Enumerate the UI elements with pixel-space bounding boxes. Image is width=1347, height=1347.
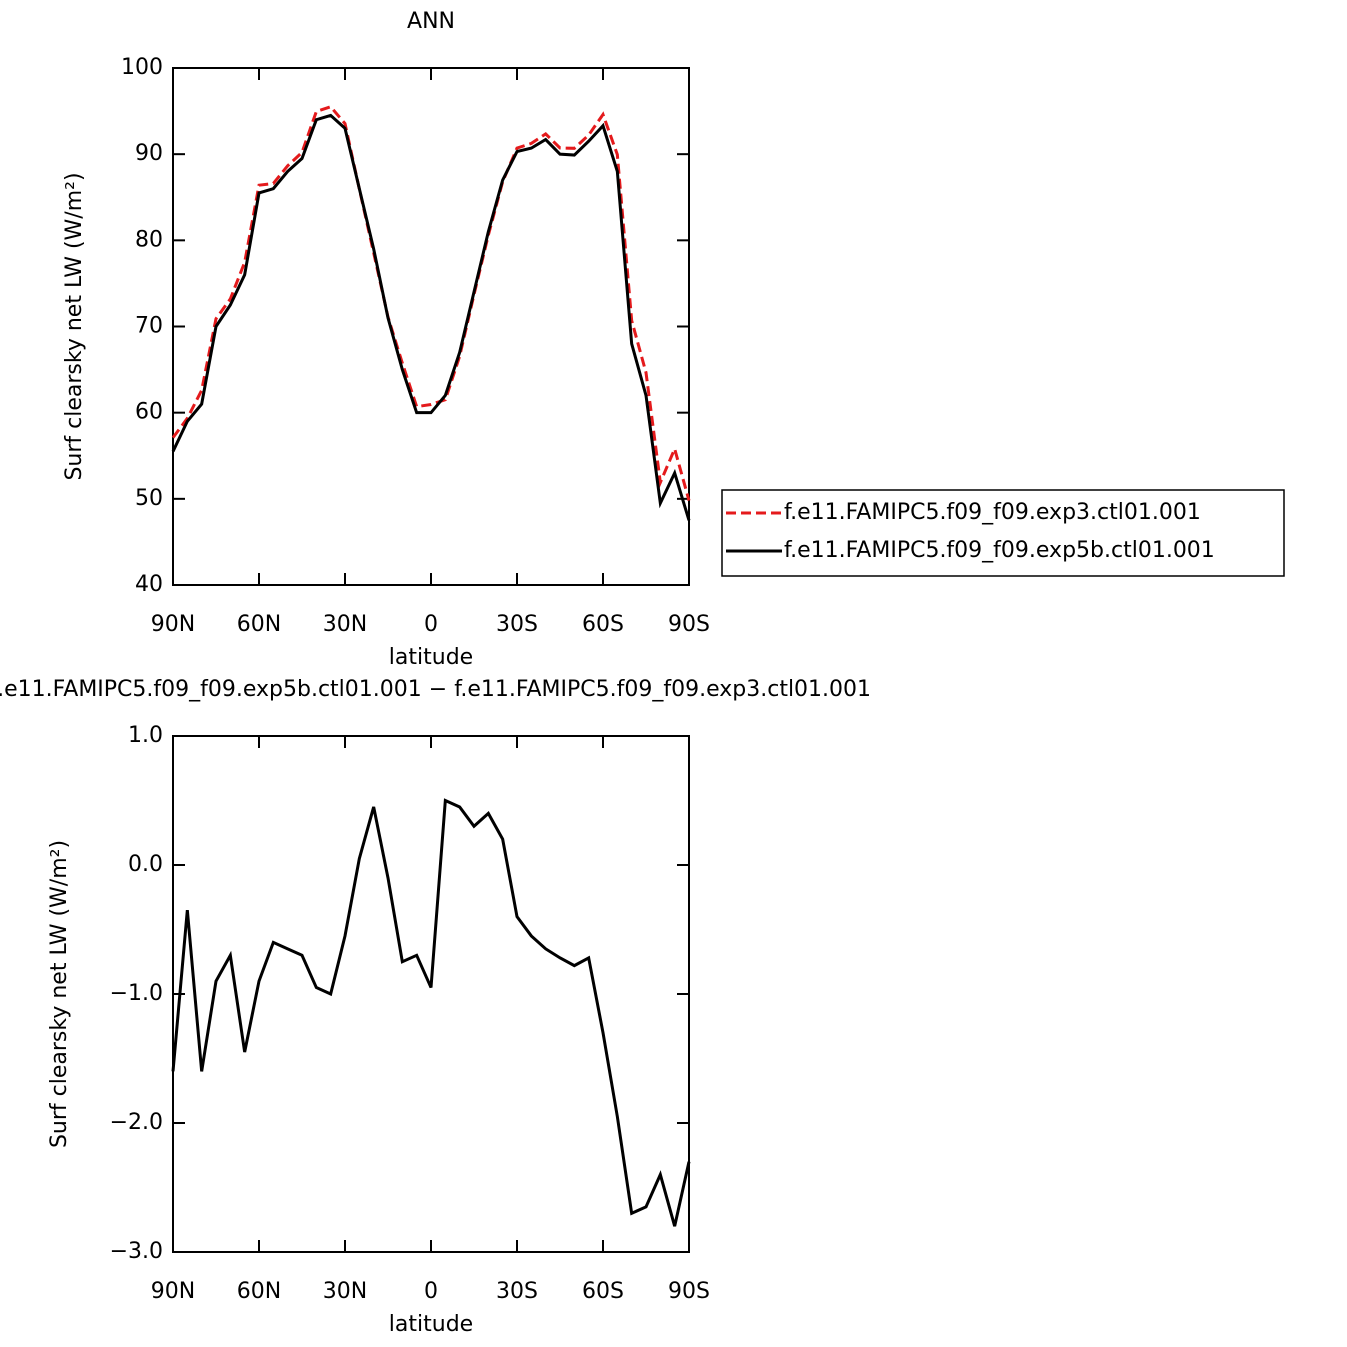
y-tick-label: −2.0 xyxy=(110,1110,163,1135)
y-tick-label: 90 xyxy=(135,141,163,166)
x-tick-label: 60N xyxy=(237,612,281,637)
data-line xyxy=(171,105,691,501)
y-tick-label: −1.0 xyxy=(110,981,163,1006)
y-tick-label: 80 xyxy=(135,227,163,252)
chart-title: f.e11.FAMIPC5.f09_f09.exp5b.ctl01.001 − … xyxy=(0,677,871,702)
y-tick-label: 60 xyxy=(135,400,163,425)
legend-label: f.e11.FAMIPC5.f09_f09.exp5b.ctl01.001 xyxy=(784,538,1215,563)
y-tick-label: 50 xyxy=(135,486,163,511)
x-tick-label: 0 xyxy=(424,612,438,637)
x-axis-label: latitude xyxy=(389,1312,473,1337)
y-tick-label: 1.0 xyxy=(128,723,163,748)
x-tick-label: 90N xyxy=(151,1279,195,1304)
data-line xyxy=(171,113,691,521)
x-tick-label: 60S xyxy=(582,612,624,637)
x-tick-label: 0 xyxy=(424,1279,438,1304)
x-tick-label: 90S xyxy=(668,1279,710,1304)
x-tick-label: 90N xyxy=(151,612,195,637)
plot-frame xyxy=(172,735,690,1253)
chart-title: ANN xyxy=(407,9,455,34)
y-tick-label: 40 xyxy=(135,572,163,597)
data-line xyxy=(171,798,691,1227)
x-tick-label: 30N xyxy=(323,1279,367,1304)
y-tick-label: 0.0 xyxy=(128,852,163,877)
x-tick-label: 90S xyxy=(668,612,710,637)
y-tick-label: −3.0 xyxy=(110,1239,163,1264)
y-tick-label: 70 xyxy=(135,314,163,339)
x-tick-label: 30S xyxy=(496,612,538,637)
legend-box xyxy=(721,489,1285,577)
legend-label: f.e11.FAMIPC5.f09_f09.exp3.ctl01.001 xyxy=(784,500,1201,525)
x-tick-label: 30N xyxy=(323,612,367,637)
x-tick-label: 60S xyxy=(582,1279,624,1304)
x-tick-label: 60N xyxy=(237,1279,281,1304)
y-axis-label: Surf clearsky net LW (W/m²) xyxy=(47,840,72,1148)
y-tick-label: 100 xyxy=(121,55,163,80)
x-axis-label: latitude xyxy=(389,645,473,670)
y-axis-label: Surf clearsky net LW (W/m²) xyxy=(62,172,87,480)
plot-frame xyxy=(172,67,690,586)
x-tick-label: 30S xyxy=(496,1279,538,1304)
